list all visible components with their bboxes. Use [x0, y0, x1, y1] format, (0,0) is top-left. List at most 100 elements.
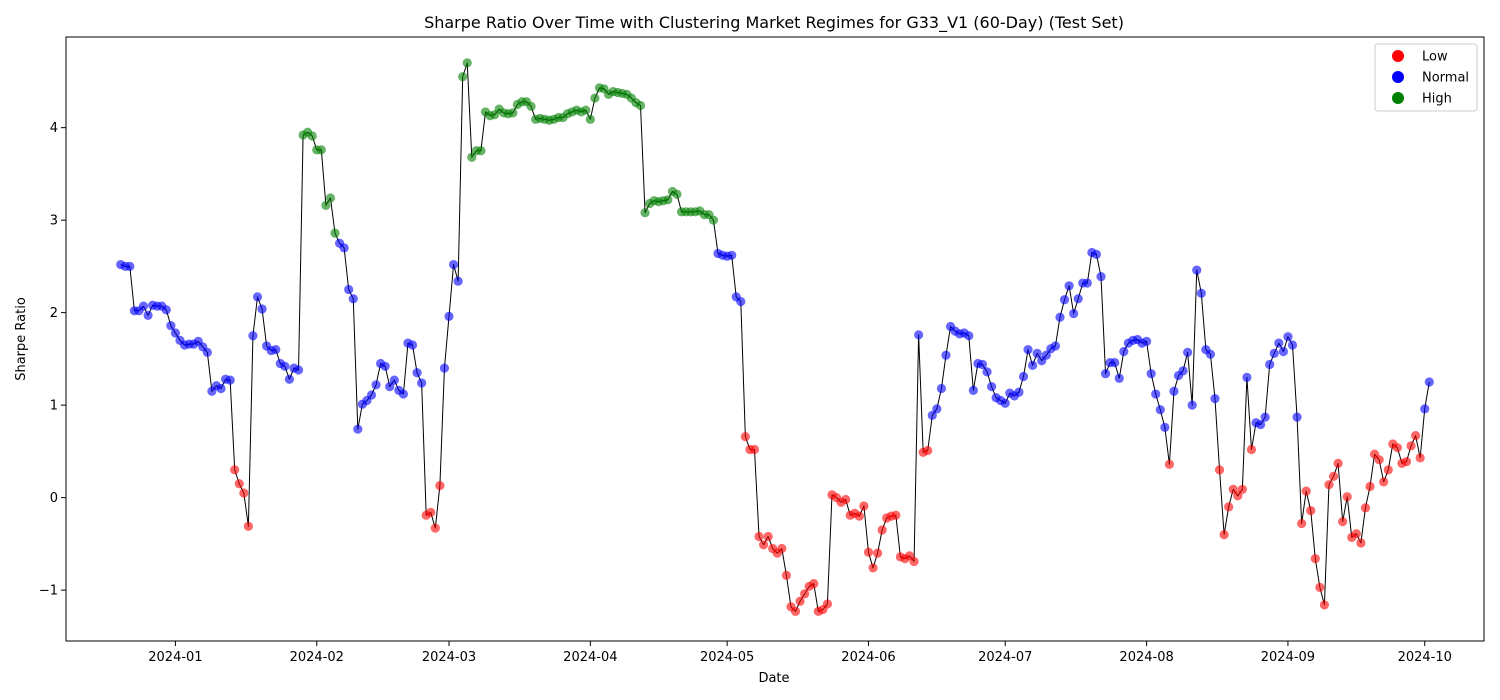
x-axis: 2024-01 2024-02 2024-03 2024-04 2024-05 2024-… [148, 641, 1452, 665]
legend-label: Low [1422, 50, 1448, 65]
data-point [1233, 491, 1243, 501]
data-point [936, 383, 947, 394]
data-point [239, 488, 249, 498]
data-point [1237, 484, 1247, 494]
data-point [795, 596, 805, 606]
data-point [1319, 600, 1330, 610]
data-point [1360, 503, 1371, 513]
data-point [1110, 357, 1120, 368]
data-point [380, 361, 390, 371]
x-tick-label: 2024-03 [422, 650, 476, 665]
data-point [790, 606, 801, 617]
data-point [316, 145, 326, 155]
data-point [941, 350, 951, 360]
data-point [430, 523, 440, 533]
data-point [1073, 294, 1083, 304]
data-point [1333, 458, 1343, 469]
y-axis-title: Sharpe Ratio [14, 297, 29, 381]
data-point [1351, 529, 1361, 539]
data-point [1119, 346, 1129, 357]
data-point [932, 404, 942, 414]
data-point [398, 389, 408, 399]
data-point [138, 301, 149, 311]
data-point [293, 365, 304, 375]
data-point [1265, 359, 1275, 370]
data-point [708, 215, 719, 225]
data-point [170, 328, 181, 338]
data-point [1406, 441, 1416, 451]
data-point [230, 465, 240, 475]
data-point [348, 294, 358, 304]
data-point [1292, 412, 1302, 422]
data-point [444, 311, 454, 321]
data-point [635, 100, 646, 111]
points-group [116, 58, 1434, 617]
data-point [1164, 459, 1174, 469]
data-point [161, 305, 171, 315]
data-point [581, 105, 591, 115]
data-point [590, 93, 600, 103]
data-point [1328, 471, 1339, 481]
data-point [271, 345, 281, 355]
legend-marker [1392, 50, 1404, 62]
data-point [1100, 369, 1111, 379]
data-point [777, 543, 787, 554]
data-point [1278, 346, 1288, 357]
data-point [508, 108, 518, 118]
data-point [1064, 281, 1074, 291]
data-point [841, 494, 851, 505]
data-point [800, 589, 810, 599]
data-point [321, 200, 331, 210]
x-tick-label: 2024-01 [148, 650, 202, 665]
data-point [982, 367, 992, 377]
y-tick-label: 3 [50, 214, 58, 229]
data-point [1224, 502, 1234, 512]
data-point [280, 361, 290, 371]
data-point [1297, 518, 1307, 529]
data-point [458, 72, 468, 82]
data-point [1324, 480, 1334, 490]
x-tick-label: 2024-04 [563, 650, 617, 665]
data-point [1424, 377, 1434, 387]
data-point [166, 320, 176, 331]
y-axis: −1 0 1 2 3 4 [39, 121, 66, 599]
data-point [125, 261, 135, 271]
data-point [868, 563, 878, 573]
data-point [143, 310, 153, 321]
data-point [740, 431, 750, 442]
data-point [339, 243, 349, 253]
data-point [891, 510, 901, 520]
data-point [1301, 486, 1311, 496]
data-point [1014, 387, 1024, 397]
data-point [1383, 465, 1393, 475]
data-point [754, 531, 764, 542]
axes-frame [65, 36, 1485, 642]
data-point [1260, 412, 1270, 422]
data-point [1000, 398, 1010, 408]
plot-area [65, 36, 1485, 642]
data-point [1310, 554, 1320, 564]
data-point [526, 101, 536, 111]
legend-label: Normal [1422, 71, 1469, 86]
data-point [1096, 271, 1106, 282]
data-point [877, 525, 887, 535]
legend-label: High [1422, 92, 1452, 107]
x-tick-label: 2024-10 [1398, 650, 1452, 665]
data-point [216, 383, 226, 394]
data-point [257, 304, 267, 314]
data-point [1392, 443, 1402, 453]
data-point [1169, 386, 1179, 396]
data-point [1142, 336, 1152, 346]
data-point [426, 507, 436, 518]
data-point [968, 385, 978, 395]
data-point [872, 548, 883, 558]
data-point [371, 380, 381, 390]
data-point [1379, 477, 1389, 487]
data-point [672, 189, 682, 199]
data-point [366, 390, 377, 400]
data-point [663, 195, 673, 205]
data-point [330, 228, 340, 238]
data-point [809, 579, 819, 589]
data-point [977, 359, 988, 370]
